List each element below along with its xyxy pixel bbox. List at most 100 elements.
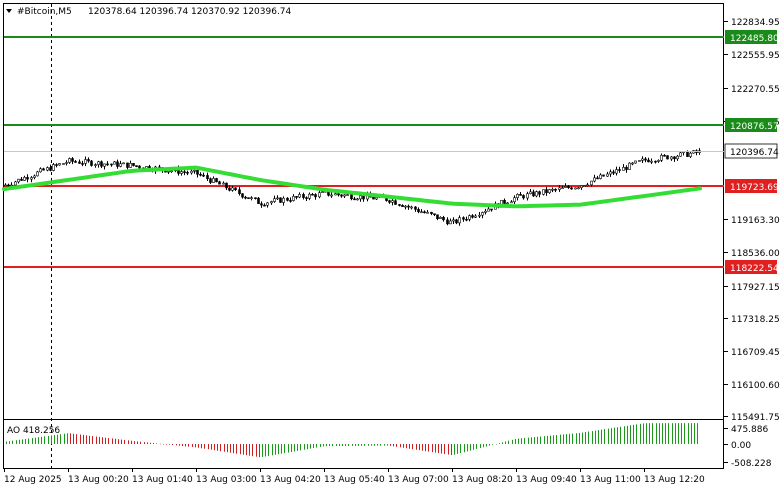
ao-bar — [499, 443, 500, 444]
ao-bar — [438, 444, 439, 454]
ao-bar — [422, 444, 423, 451]
ao-bar — [588, 431, 589, 444]
candle-body — [234, 187, 237, 191]
ao-bar — [304, 444, 305, 450]
candle-body — [119, 163, 122, 167]
candle-body — [17, 178, 20, 183]
candle-body — [574, 187, 577, 190]
candle-body — [346, 194, 349, 196]
candle-body — [209, 178, 212, 183]
ao-bar — [28, 438, 29, 444]
ao-bar — [70, 433, 71, 444]
ao-tick-label: 0.00 — [731, 441, 751, 451]
level-tag — [725, 30, 777, 44]
ao-bar — [691, 423, 692, 444]
candle-body — [321, 191, 324, 194]
candle-body — [404, 205, 407, 208]
candle-body — [362, 195, 365, 200]
ao-bar — [387, 444, 388, 446]
ao-bar — [585, 432, 586, 444]
candle-body — [250, 197, 253, 199]
ao-bar — [160, 443, 161, 445]
ao-bar — [556, 434, 557, 444]
time-tick-label: 13 Aug 11:00 — [580, 475, 641, 485]
ao-bar — [681, 423, 682, 444]
ao-bar — [569, 433, 570, 444]
candle-body — [465, 218, 468, 221]
ao-bar — [537, 436, 538, 444]
symbol-label[interactable]: #Bitcoin,M5 — [17, 7, 72, 17]
candle-body — [618, 169, 621, 171]
ao-bar — [505, 441, 506, 444]
price-tick-label: 119163.30 — [731, 216, 780, 226]
time-tick-label: 13 Aug 03:00 — [196, 475, 257, 485]
ao-bar — [19, 439, 20, 444]
ao-bar — [166, 444, 167, 445]
price-axis: 122834.95122555.95122270.55121598.751191… — [724, 18, 780, 423]
ao-bar — [297, 444, 298, 451]
candle-body — [529, 191, 532, 194]
candle-body — [238, 189, 241, 194]
ao-bar — [96, 436, 97, 444]
candle-body — [433, 213, 436, 216]
ao-bar — [454, 444, 455, 455]
price-tick-label: 116709.45 — [731, 348, 780, 358]
candle-body — [398, 204, 401, 206]
candle-body — [39, 168, 42, 173]
candle-body — [606, 173, 609, 177]
candle-body — [305, 197, 308, 199]
ao-bar — [230, 444, 231, 453]
dropdown-arrow-icon[interactable] — [6, 9, 12, 13]
ao-bar — [64, 433, 65, 444]
candle-body — [679, 152, 682, 157]
candle-body — [260, 203, 263, 206]
ao-bar — [489, 444, 490, 446]
candle-body — [58, 163, 61, 166]
candle-body — [353, 198, 356, 201]
ao-bar — [483, 444, 484, 448]
candle-body — [510, 201, 513, 204]
candle-body — [81, 163, 84, 165]
candle-body — [548, 189, 551, 194]
ao-bar — [668, 423, 669, 444]
ao-bar — [131, 440, 132, 444]
ao-bar — [406, 444, 407, 449]
candle-body — [599, 174, 602, 179]
ao-bar — [268, 444, 269, 456]
candle-body — [532, 191, 535, 197]
candle-body — [10, 184, 13, 187]
ao-bar — [512, 439, 513, 444]
candle-body — [554, 188, 557, 191]
ao-bar — [156, 443, 157, 444]
ao-bar — [646, 423, 647, 444]
ao-bar — [419, 444, 420, 451]
ao-bar — [262, 444, 263, 458]
ao-bar — [336, 444, 337, 447]
time-tick-label: 13 Aug 00:20 — [68, 475, 129, 485]
ao-bar — [150, 442, 151, 444]
candle-body — [455, 219, 458, 224]
candle-body — [90, 160, 93, 166]
ao-bar — [697, 423, 698, 444]
ao-bar — [134, 441, 135, 444]
ao-bar — [617, 427, 618, 444]
ao-bar — [547, 435, 548, 444]
candle-body — [311, 193, 314, 196]
candle-body — [439, 216, 442, 220]
candle-body — [231, 187, 234, 191]
ao-bar — [460, 444, 461, 454]
ao-bar — [560, 434, 561, 444]
candle-body — [519, 194, 522, 196]
candle-body — [4, 184, 7, 187]
candle-body — [593, 177, 596, 182]
ao-bar — [480, 444, 481, 449]
ao-bar — [256, 444, 257, 457]
ao-bar — [76, 434, 77, 444]
ao-bar — [198, 444, 199, 448]
ao-bar — [521, 438, 522, 444]
ao-bar — [576, 433, 577, 444]
ao-bar — [201, 444, 202, 449]
ao-bar — [364, 444, 365, 446]
